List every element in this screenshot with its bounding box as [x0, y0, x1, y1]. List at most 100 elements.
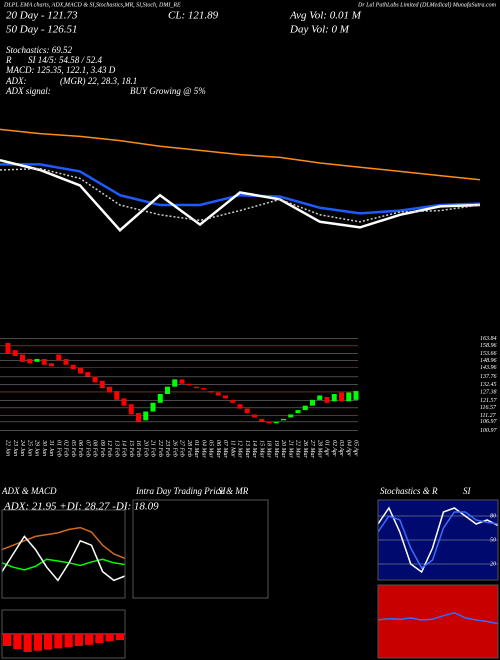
- candle-body: [41, 358, 47, 365]
- x-tick-label: 18 Mar: [266, 440, 272, 458]
- candle-body: [27, 358, 33, 364]
- panel-subtitle: SI: [463, 486, 472, 496]
- bar: [13, 634, 22, 649]
- candle-body: [5, 342, 11, 354]
- candle-body: [223, 395, 228, 399]
- bar: [3, 634, 12, 646]
- series-line: [0, 128, 481, 181]
- x-tick-label: 05 Feb: [70, 440, 76, 457]
- candle-body: [20, 354, 25, 362]
- x-tick-label: 29 Jan: [34, 440, 40, 456]
- x-tick-label: 13 Feb: [113, 440, 119, 457]
- series-line: [0, 167, 481, 223]
- candle-body: [266, 421, 272, 424]
- candle-body: [136, 413, 141, 422]
- candle-body: [310, 399, 315, 406]
- y-tick-label: 158.96: [480, 343, 497, 349]
- candle-body: [331, 394, 337, 402]
- y-tick-label: 132.45: [480, 381, 497, 388]
- x-tick-label: 26 Feb: [171, 440, 177, 457]
- y-tick-label: 127.38: [480, 389, 497, 395]
- candle-body: [237, 404, 243, 409]
- candle-body: [201, 388, 207, 390]
- x-tick-label: 07 Feb: [84, 440, 90, 457]
- x-tick-label: 23 Jan: [12, 440, 18, 456]
- x-tick-label: 02 Apr: [331, 440, 337, 457]
- x-tick-label: 27 Mar: [309, 440, 315, 458]
- x-tick-label: 31 Jan: [48, 439, 54, 456]
- rsi: SI 14/5: 54.58 / 52.4: [28, 55, 102, 65]
- candle-body: [128, 404, 134, 415]
- candle-body: [295, 410, 301, 413]
- y-tick-label: 153.66: [480, 351, 497, 357]
- x-tick-label: 25 Jan: [26, 440, 32, 456]
- x-tick-label: 03 Apr: [338, 440, 344, 457]
- x-tick-label: 04 Mar: [200, 440, 207, 458]
- series-line: [0, 158, 481, 232]
- y-tick-label: 20: [490, 561, 496, 567]
- panel-frame: [132, 499, 269, 599]
- y-tick-label: 50: [490, 537, 496, 543]
- x-tick-label: 14 Mar: [251, 440, 258, 458]
- x-tick-label: 04 Apr: [345, 440, 352, 457]
- x-tick-label: 21 Mar: [287, 440, 293, 458]
- candle-body: [288, 414, 294, 418]
- x-tick-label: 23 Feb: [164, 440, 170, 457]
- x-tick-label: 20 Mar: [280, 440, 286, 458]
- x-tick-label: 06 Mar: [215, 440, 221, 458]
- series-line: [1, 526, 126, 560]
- y-tick-label: 143.96: [480, 364, 497, 371]
- candle-body: [85, 372, 91, 377]
- x-tick-label: 05 Mar: [208, 440, 214, 458]
- candle-body: [121, 398, 127, 406]
- x-tick-label: 02 Feb: [63, 440, 69, 457]
- bar: [23, 634, 32, 652]
- candle-body: [114, 391, 120, 400]
- candle-body: [317, 395, 323, 400]
- x-tick-label: 06 Feb: [77, 440, 83, 457]
- candle-body: [281, 418, 286, 421]
- series-line: [1, 535, 126, 582]
- panel-frame: [1, 509, 126, 599]
- panel-subtitle: SI: [218, 486, 227, 496]
- panel-frame: [377, 584, 499, 659]
- panel-frame: [377, 499, 499, 581]
- y-tick-label: 137.76: [480, 374, 497, 380]
- candle-body: [244, 408, 250, 413]
- candle-body: [215, 392, 221, 396]
- candle-body: [353, 391, 359, 400]
- x-tick-label: 22 Jan: [5, 440, 11, 456]
- y-tick-label: 100.97: [480, 428, 498, 434]
- adx-signal: ADX signal:: [5, 86, 51, 96]
- candle-body: [252, 414, 257, 418]
- candle-body: [179, 379, 185, 384]
- bar: [105, 634, 114, 642]
- avg-vol: Avg Vol: 0.01 M: [289, 10, 362, 22]
- left-note: DLPL EMA charts, ADX,MACD & SI,Stochasti…: [3, 2, 181, 8]
- bar: [85, 634, 94, 645]
- candle-body: [34, 358, 40, 362]
- candle-body: [12, 350, 18, 356]
- y-tick-label: 80: [490, 513, 496, 519]
- y-tick-label: 148.96: [480, 357, 497, 364]
- candle-body: [49, 363, 54, 367]
- candle-body: [302, 405, 308, 411]
- panel-title: ADX & MACD: [1, 486, 57, 496]
- candle-body: [107, 386, 112, 393]
- bar: [64, 634, 73, 648]
- bar: [44, 634, 53, 650]
- candle-body: [259, 418, 265, 422]
- candle-body: [70, 364, 76, 370]
- x-tick-label: 15 Mar: [258, 440, 264, 458]
- x-tick-label: 09 Feb: [99, 440, 105, 457]
- y-tick-label: 163.84: [480, 335, 497, 342]
- right-note: Dr Lal PathLabs Limited (DLMedical) Muna…: [357, 1, 497, 8]
- y-tick-label: 106.97: [480, 419, 498, 425]
- x-tick-label: 30 Jan: [41, 439, 47, 456]
- x-tick-label: 01 Apr: [324, 440, 330, 457]
- x-tick-label: 27 Feb: [179, 440, 185, 457]
- x-tick-label: 20 Feb: [142, 440, 148, 457]
- adx: ADX:: [5, 76, 27, 86]
- x-tick-label: 24 Jan: [19, 440, 26, 456]
- bar: [115, 634, 124, 640]
